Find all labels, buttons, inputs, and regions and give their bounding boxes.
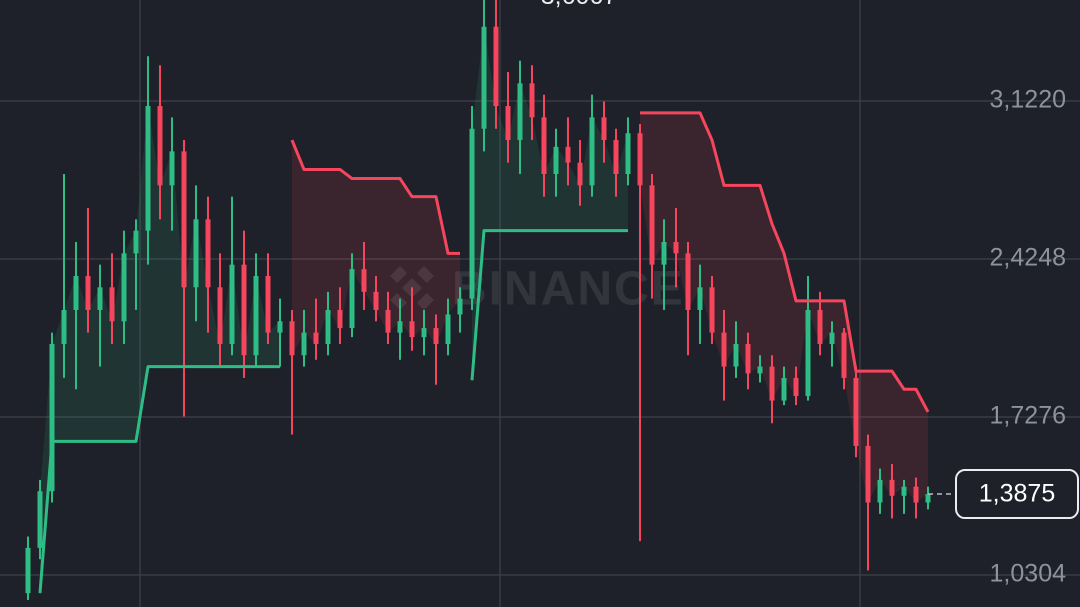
- candle-body: [577, 162, 583, 186]
- candle-body: [421, 328, 427, 338]
- candle-body: [277, 321, 283, 333]
- candle-body: [745, 343, 751, 374]
- candle-body: [481, 26, 487, 129]
- candle-body: [637, 133, 643, 186]
- candle-body: [505, 106, 511, 141]
- candle-body: [49, 343, 55, 492]
- candle-body: [673, 241, 679, 254]
- candle-body: [829, 332, 835, 344]
- candle-body: [793, 377, 799, 397]
- trend-line: [290, 111, 930, 413]
- candle-body: [457, 298, 463, 315]
- candle-body: [913, 486, 919, 503]
- candle-body: [229, 264, 235, 344]
- candle-body: [313, 332, 319, 344]
- candle-body: [181, 151, 187, 288]
- candle-body: [445, 314, 451, 344]
- candle-body: [589, 117, 595, 186]
- labels-layer: 1,0304 1,7276 2,4248 3,1220 3,6067 1,3875: [541, 0, 1079, 588]
- candle-body: [541, 117, 547, 175]
- candle-body: [901, 486, 907, 496]
- trend-fill: [40, 106, 280, 594]
- y-tick-label: 1,0304: [990, 560, 1067, 588]
- candle-body: [649, 185, 655, 265]
- lines-layer: [38, 111, 930, 594]
- candle-body: [121, 253, 127, 322]
- watermark-text: BINANCE: [452, 263, 685, 316]
- candle-body: [289, 321, 295, 356]
- candle-body: [325, 309, 331, 344]
- candle-body: [85, 275, 91, 310]
- grid-layer: [0, 100, 1080, 576]
- candle-body: [553, 146, 559, 175]
- candle-body: [853, 377, 859, 446]
- candle-body: [469, 128, 475, 299]
- candle-body: [361, 269, 367, 292]
- candle-body: [805, 309, 811, 397]
- candle-body: [817, 309, 823, 344]
- candle-body: [565, 146, 571, 163]
- candle-body: [433, 328, 439, 344]
- candle-body: [769, 366, 775, 401]
- candle-body: [337, 309, 343, 329]
- candle-body: [925, 494, 931, 503]
- candle-body: [205, 219, 211, 288]
- candle-body: [781, 377, 787, 401]
- candle-body: [517, 83, 523, 141]
- candle-body: [613, 140, 619, 175]
- candle-body: [865, 445, 871, 503]
- candle-body: [253, 275, 259, 356]
- y-tick-label: 1,7276: [990, 402, 1066, 430]
- max-price-label: 3,6067: [541, 0, 617, 10]
- watermark: BINANCE: [390, 263, 685, 316]
- candle-body: [145, 106, 151, 231]
- candle-body: [733, 343, 739, 367]
- candle-body: [217, 287, 223, 344]
- candle-body: [877, 479, 883, 503]
- candle-body: [373, 291, 379, 310]
- candle-body: [397, 321, 403, 333]
- candle-body: [697, 287, 703, 310]
- last-price-label: 1,3875: [979, 480, 1055, 508]
- candle-body: [97, 287, 103, 310]
- candle-body: [349, 269, 355, 329]
- candle-body: [529, 83, 535, 118]
- candle-body: [265, 275, 271, 333]
- candle-body: [685, 253, 691, 310]
- candle-body: [301, 332, 307, 356]
- y-tick-label: 3,1220: [990, 86, 1066, 114]
- candle-body: [193, 219, 199, 288]
- candles-layer: [25, 0, 931, 600]
- candle-body: [841, 332, 847, 378]
- trend-fill: [292, 140, 460, 356]
- candle-body: [601, 117, 607, 141]
- candle-body: [37, 491, 43, 548]
- candle-body: [61, 309, 67, 344]
- candle-body: [625, 133, 631, 175]
- candle-body: [889, 479, 895, 496]
- candle-body: [109, 287, 115, 322]
- candle-body: [493, 26, 499, 107]
- candle-body: [385, 309, 391, 333]
- candle-body: [73, 275, 79, 310]
- candle-body: [709, 287, 715, 333]
- candle-body: [169, 151, 175, 186]
- candle-body: [409, 321, 415, 338]
- candle-body: [133, 230, 139, 254]
- trend-fill: [472, 26, 628, 381]
- last-price-box: [955, 469, 1079, 520]
- candle-body: [721, 332, 727, 367]
- candle-body: [241, 264, 247, 356]
- candle-body: [757, 366, 763, 374]
- y-tick-label: 2,4248: [990, 244, 1066, 272]
- candle-body: [25, 547, 31, 594]
- trend-line: [38, 229, 628, 594]
- candle-body: [661, 241, 667, 265]
- candle-body: [157, 106, 163, 186]
